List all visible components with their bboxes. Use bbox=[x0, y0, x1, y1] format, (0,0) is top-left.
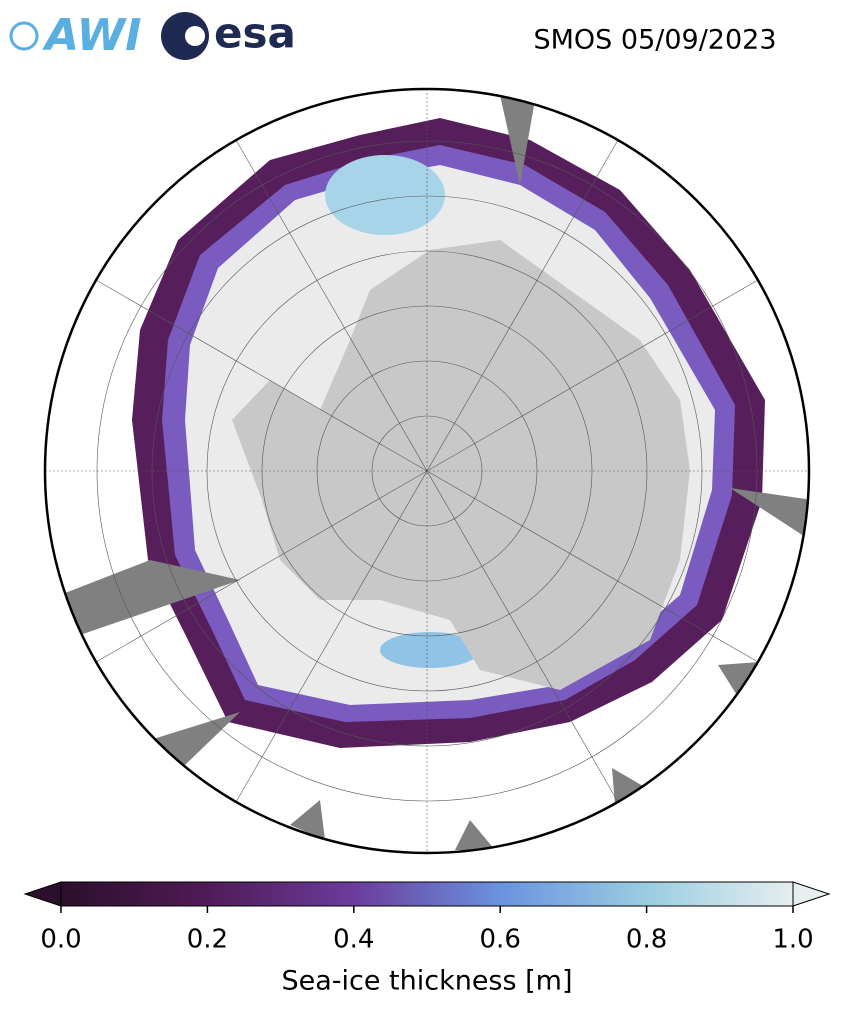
colorbar-tick-label: 1.0 bbox=[772, 925, 813, 955]
colorbar: Sea-ice thickness [m] 0.0 0.2 0.4 0.6 0.8 1.0 bbox=[23, 881, 831, 997]
map-border bbox=[43, 87, 811, 855]
colorbar-extend-low bbox=[23, 881, 62, 907]
esa-text: esa bbox=[214, 9, 296, 58]
awi-logo: AWI bbox=[9, 10, 142, 61]
colorbar-label: Sea-ice thickness [m] bbox=[281, 966, 572, 997]
awi-text: AWI bbox=[42, 10, 142, 61]
title: SMOS 05/09/2023 bbox=[533, 25, 776, 56]
graticule bbox=[45, 89, 809, 853]
antarctica bbox=[232, 240, 690, 690]
map bbox=[45, 89, 809, 853]
colorbar-tick-label: 0.2 bbox=[187, 925, 228, 955]
colorbar-gradient bbox=[60, 881, 794, 907]
thick-ice bbox=[380, 632, 480, 668]
thick-ice bbox=[325, 155, 445, 235]
colorbar-tick-label: 0.6 bbox=[480, 925, 521, 955]
colorbar-tick-label: 0.8 bbox=[626, 925, 667, 955]
colorbar-tick-label: 0.0 bbox=[40, 925, 81, 955]
esa-logo: esa bbox=[161, 9, 296, 60]
colorbar-tick-label: 0.4 bbox=[333, 925, 374, 955]
colorbar-extend-high bbox=[792, 881, 831, 907]
